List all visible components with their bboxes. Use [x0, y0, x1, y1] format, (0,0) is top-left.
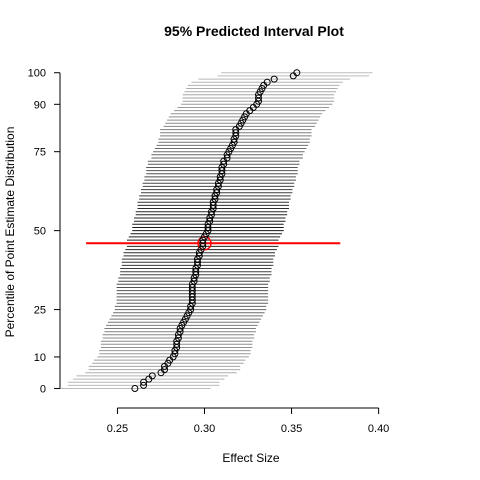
- estimate-point: [131, 385, 139, 392]
- estimate-point: [208, 211, 215, 219]
- x-tick-label: 0.25: [107, 423, 128, 435]
- estimate-point: [173, 340, 181, 348]
- estimate-point: [187, 306, 195, 314]
- estimate-point: [263, 78, 271, 86]
- estimate-point: [270, 75, 278, 83]
- estimate-point: [140, 381, 148, 389]
- y-tick-label: 100: [28, 68, 46, 80]
- estimate-point: [161, 366, 168, 374]
- estimate-point: [255, 94, 262, 102]
- y-tick-label: 0: [40, 384, 46, 396]
- estimate-point: [211, 195, 219, 203]
- y-tick-label: 75: [34, 147, 46, 159]
- chart-title: 95% Predicted Interval Plot: [164, 23, 344, 39]
- estimate-point: [174, 334, 182, 342]
- x-axis: 0.25 0.30 0.35 0.40: [107, 407, 389, 435]
- estimate-point: [171, 350, 179, 358]
- y-tick-label: 25: [34, 305, 46, 317]
- estimate-point: [230, 138, 238, 146]
- estimate-point: [213, 189, 221, 197]
- estimate-point: [209, 201, 217, 209]
- y-tick-label: 90: [34, 99, 46, 111]
- y-axis-label: Percentile of Point Estimate Distributio…: [3, 127, 17, 338]
- estimate-point: [223, 154, 231, 162]
- estimate-point: [176, 328, 184, 336]
- estimate-points: [131, 69, 301, 392]
- estimate-point: [206, 217, 214, 225]
- estimate-point: [220, 160, 228, 168]
- interval-lines: [59, 72, 373, 389]
- estimate-point: [192, 268, 200, 276]
- estimate-point: [195, 252, 203, 260]
- x-tick-label: 0.40: [368, 423, 389, 435]
- estimate-point: [232, 129, 240, 137]
- y-tick-label: 50: [34, 226, 46, 238]
- estimate-point: [199, 239, 207, 247]
- x-axis-label: Effect Size: [222, 451, 279, 465]
- estimate-point: [293, 69, 301, 77]
- estimate-point: [214, 182, 222, 190]
- estimate-point: [194, 258, 201, 266]
- y-axis: 0 10 25 50 75 90 100: [28, 68, 61, 396]
- estimate-point: [190, 277, 198, 285]
- estimate-point: [188, 284, 196, 291]
- estimate-point: [204, 224, 212, 231]
- estimate-point: [218, 167, 226, 175]
- x-tick-label: 0.35: [281, 423, 302, 435]
- y-tick-label: 10: [34, 352, 46, 364]
- point-estimate-group: [86, 236, 341, 251]
- estimate-point: [216, 176, 224, 184]
- x-tick-label: 0.30: [194, 423, 215, 435]
- estimate-point: [140, 378, 148, 386]
- estimate-point: [148, 372, 156, 380]
